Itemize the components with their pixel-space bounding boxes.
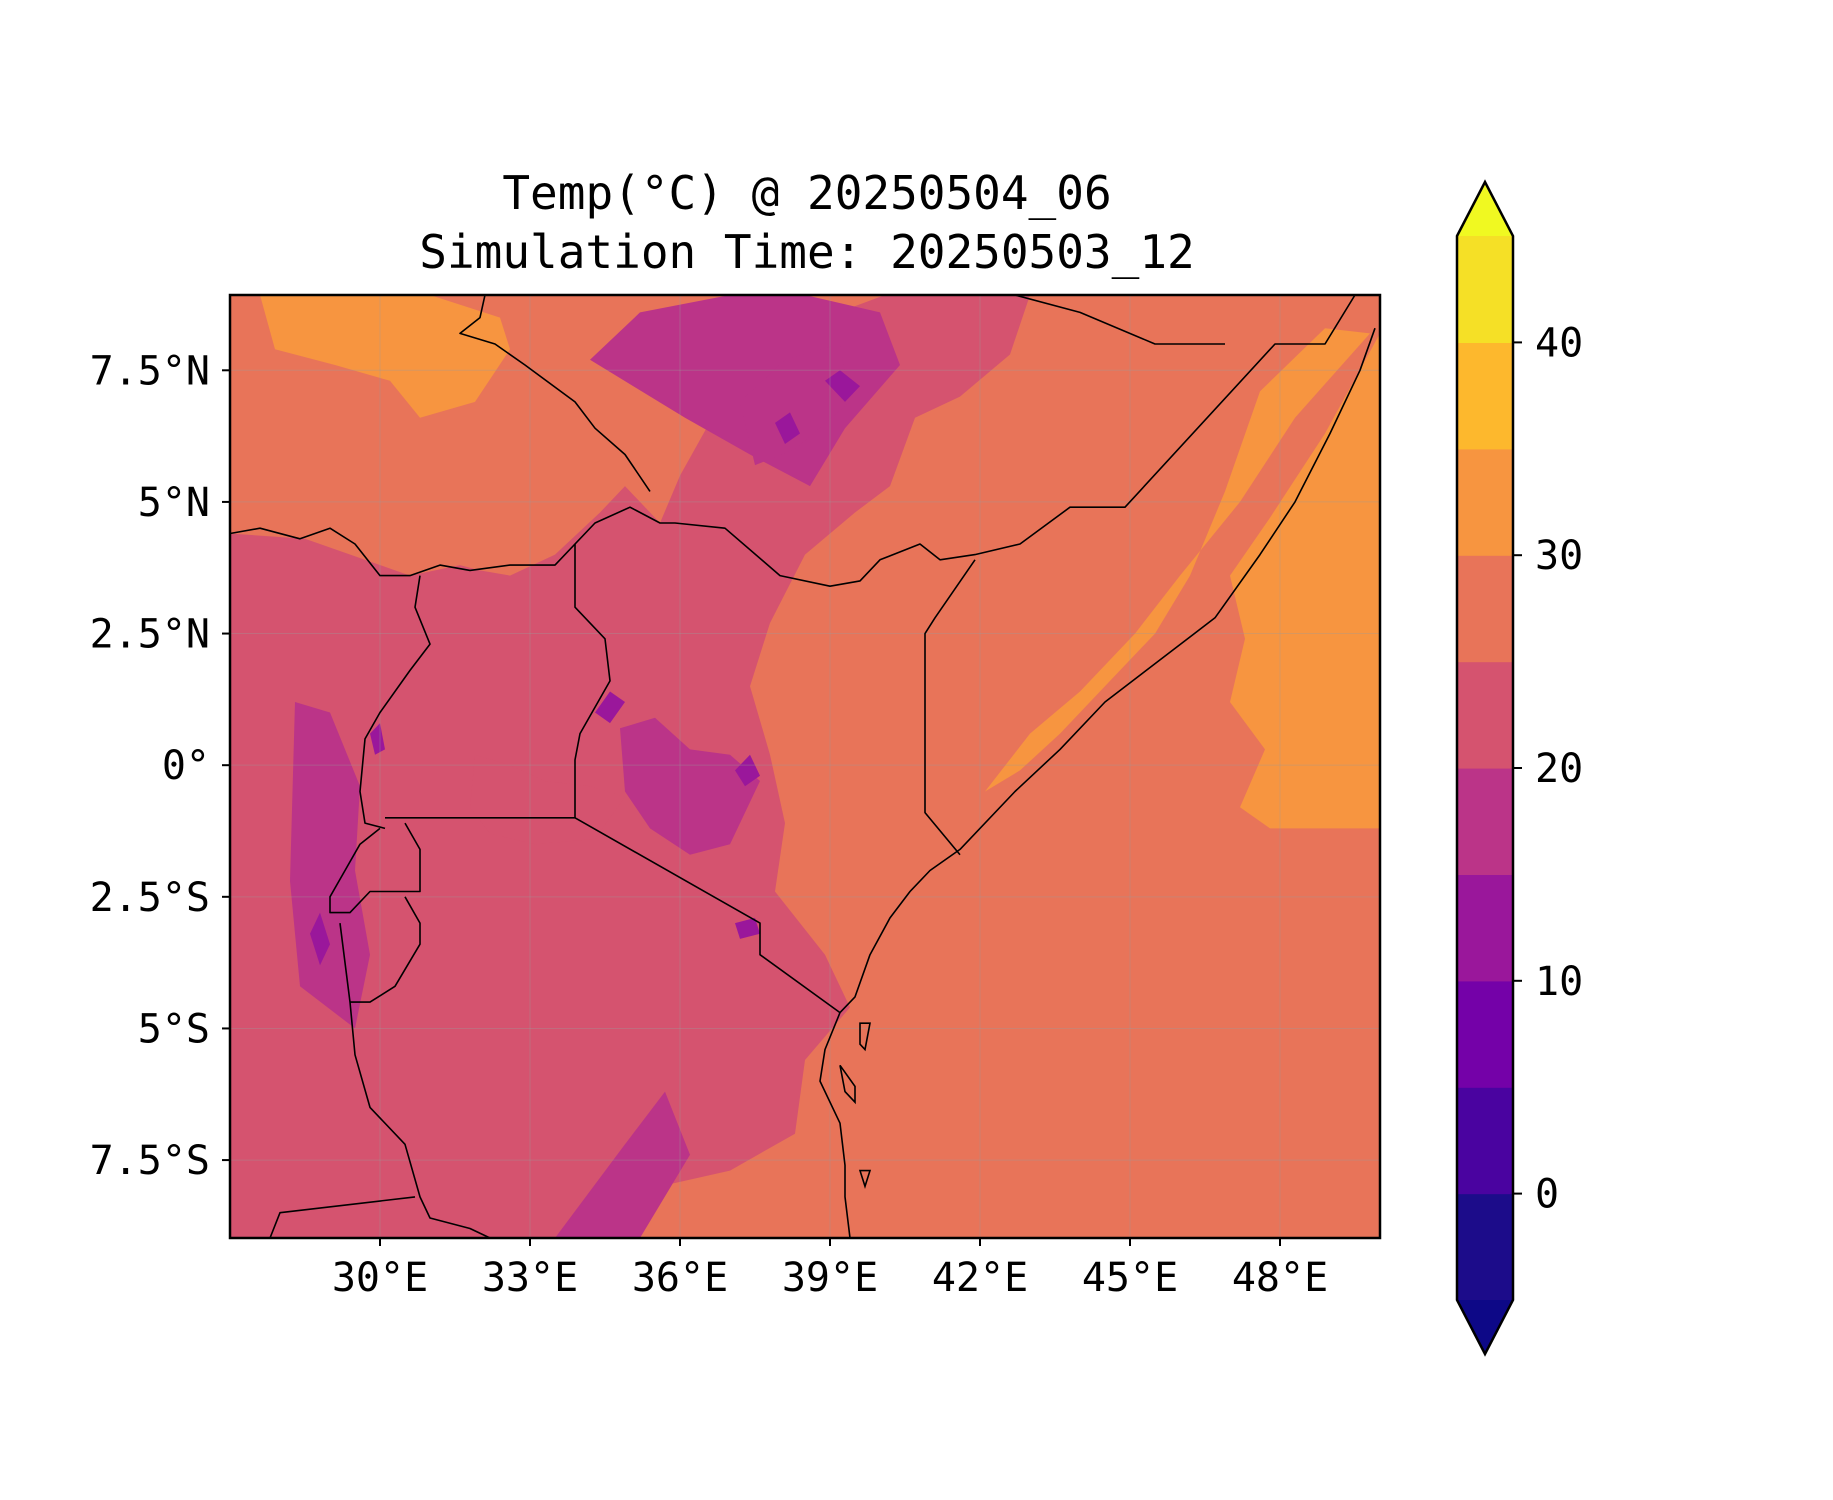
- colorbar-bins: [1457, 236, 1513, 1301]
- colorbar-bin: [1457, 1193, 1513, 1301]
- map-gridlines: [230, 295, 1380, 1238]
- map-title-line1: Temp(°C) @ 20250504_06: [502, 166, 1111, 220]
- colorbar-tick-label: 40: [1535, 320, 1583, 366]
- lon-tick-label: 36°E: [632, 1255, 728, 1301]
- map-panel: 30°E 33°E 36°E 39°E 42°E 45°E 48°E 7.5°N 5°N 2.5…: [90, 293, 1382, 1301]
- lat-tick-label: 2.5°S: [90, 875, 210, 921]
- border-burundi-tz: [350, 896, 421, 1003]
- lon-tick-label: 45°E: [1082, 1255, 1178, 1301]
- colorbar-bin: [1457, 1087, 1513, 1195]
- lat-tick-label: 7.5°N: [90, 348, 210, 394]
- colorbar-bin: [1457, 236, 1513, 343]
- temperature-fill-regions: [230, 295, 1380, 1238]
- border-tanzania-north: [385, 816, 841, 1014]
- island-pemba: [859, 1022, 871, 1052]
- country-borders: [230, 295, 1356, 1238]
- region-ethiopia-peak: [825, 370, 860, 402]
- colorbar-tick-label: 0: [1535, 1172, 1559, 1218]
- lon-tick-label: 30°E: [332, 1255, 428, 1301]
- map-frame: [228, 293, 1382, 1240]
- colorbar-bin: [1457, 448, 1513, 556]
- colorbar-bin: [1457, 768, 1513, 875]
- lon-tick-label: 42°E: [932, 1255, 1028, 1301]
- region-sudan-warm: [260, 295, 510, 418]
- colorbar-bin: [1457, 555, 1513, 663]
- lat-tick-label: 7.5°S: [90, 1138, 210, 1184]
- map-title-line2: Simulation Time: 20250503_12: [419, 225, 1194, 279]
- border-ss-drc-uganda: [230, 295, 1356, 588]
- lon-tick-label: 33°E: [482, 1255, 578, 1301]
- region-somali-coast-warm: [1230, 333, 1380, 829]
- colorbar-bin: [1457, 342, 1513, 450]
- latitude-ticks: 7.5°N 5°N 2.5°N 0° 2.5°S 5°S 7.5°S: [90, 348, 230, 1184]
- lat-tick-label: 2.5°N: [90, 612, 210, 658]
- longitude-ticks: 30°E 33°E 36°E 39°E 42°E 45°E 48°E: [332, 1238, 1328, 1301]
- lat-tick-label: 5°S: [138, 1006, 210, 1052]
- colorbar-outline: [1455, 179, 1515, 1357]
- border-uganda-kenya: [574, 544, 611, 818]
- region-ethiopia-peak-2: [775, 412, 800, 444]
- colorbar-tick-label: 10: [1535, 959, 1583, 1005]
- border-zambia-drc: [269, 1196, 416, 1238]
- region-ethiopia-highlands: [590, 295, 900, 487]
- region-mt-kenya: [735, 754, 760, 787]
- colorbar-tick-label: 20: [1535, 746, 1583, 792]
- region-tanzania-highlands: [555, 1091, 690, 1238]
- lon-tick-label: 39°E: [782, 1255, 878, 1301]
- region-rwenzori: [370, 723, 385, 755]
- lat-tick-label: 5°N: [138, 480, 210, 526]
- region-gulf-warm: [985, 328, 1370, 792]
- island-mafia: [858, 1169, 872, 1190]
- lon-tick-label: 48°E: [1232, 1255, 1328, 1301]
- region-rift-kenya: [620, 717, 760, 855]
- colorbar-bin: [1457, 661, 1513, 769]
- colorbar-bin: [1457, 874, 1513, 982]
- colorbar: 0 10 20 30 40: [1455, 179, 1583, 1357]
- colorbar-under-arrow: [1457, 1300, 1513, 1354]
- colorbar-ticks: 0 10 20 30 40: [1513, 320, 1583, 1218]
- coastline-line: [819, 327, 1376, 1238]
- colorbar-tick-label: 30: [1535, 533, 1583, 579]
- colorbar-bin: [1457, 980, 1513, 1088]
- region-kivu: [310, 912, 330, 966]
- lat-tick-label: 0°: [162, 743, 210, 789]
- region-elgon: [595, 691, 625, 724]
- border-lake-tanganyika-west: [339, 922, 491, 1238]
- coastline: [819, 327, 1376, 1238]
- region-kilimanjaro: [735, 917, 760, 939]
- region-lake-victoria-ring: [470, 754, 625, 845]
- border-uganda-drc: [359, 575, 431, 830]
- border-rwanda-burundi: [329, 822, 421, 914]
- border-ethiopia-somalia-north: [1014, 295, 1225, 345]
- island-zanzibar: [839, 1064, 856, 1105]
- border-sudan-ss: [459, 295, 651, 492]
- region-ethiopia-highlands-2: [740, 344, 850, 466]
- region-albertine-rift: [290, 702, 370, 1029]
- colorbar-over-arrow: [1457, 182, 1513, 236]
- border-kenya-somalia: [924, 559, 976, 856]
